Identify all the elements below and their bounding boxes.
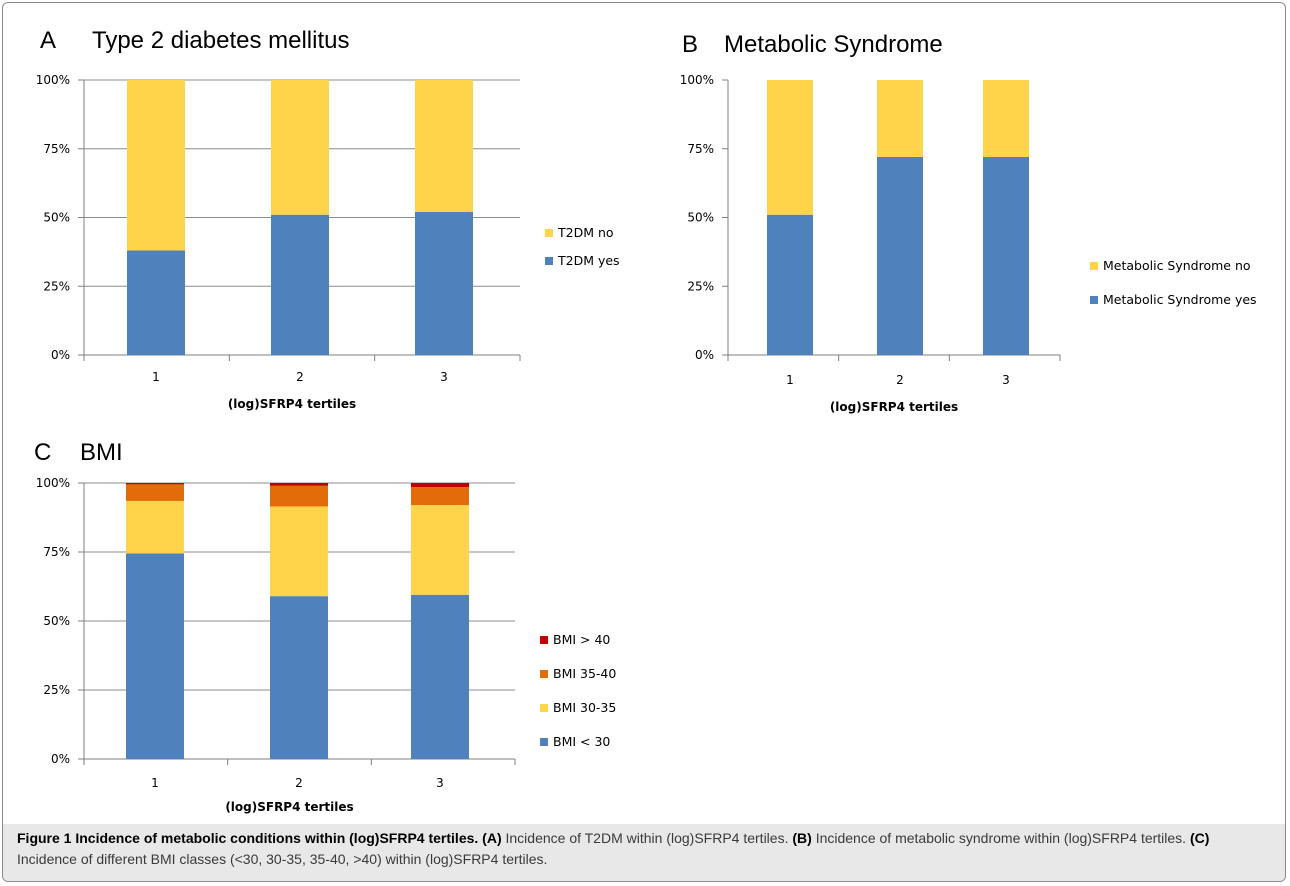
bar-c-0-series-1	[126, 500, 184, 554]
bar-c-2-series-0	[411, 594, 469, 759]
legend-swatch-c-2	[540, 670, 548, 678]
y-tick-label-b-0: 0%	[695, 348, 714, 362]
bar-c-0-series-3	[126, 483, 184, 485]
bar-b-0-series-1	[767, 80, 813, 215]
figure-caption: Figure 1 Incidence of metabolic conditio…	[17, 828, 1272, 870]
y-tick-label-a-0: 0%	[51, 348, 70, 362]
legend-swatch-b-1	[1090, 262, 1098, 270]
panel-b-letter: B	[682, 31, 698, 58]
legend-label-b-1: Metabolic Syndrome no	[1103, 258, 1251, 273]
x-tick-label-c-0: 1	[151, 776, 159, 790]
y-tick-label-c-1: 25%	[43, 683, 70, 697]
bar-c-2-series-3	[411, 483, 469, 488]
caption-c-tag: (C)	[1189, 830, 1210, 846]
x-axis-title-c: (log)SFRP4 tertiles	[225, 800, 353, 814]
panel-c-letter: C	[34, 439, 51, 466]
y-tick-label-a-1: 25%	[43, 279, 70, 293]
chart-c: 0% 25% 50% 75% 100% 1 2 3 (log)SFRP4 tertiles BMI…	[36, 476, 617, 814]
bar-c-0-series-2	[126, 484, 184, 501]
bar-a-1-series-0	[271, 214, 329, 355]
x-tick-label-a-0: 1	[152, 370, 160, 384]
legend-label-b-0: Metabolic Syndrome yes	[1103, 292, 1257, 307]
y-tick-label-a-3: 75%	[43, 142, 70, 156]
y-tick-label-b-1: 25%	[687, 279, 714, 293]
panel-c-title: BMI	[80, 439, 123, 466]
panel-a-letter: A	[40, 27, 56, 54]
panel-a-title: Type 2 diabetes mellitus	[92, 27, 349, 54]
chart-a: 0% 25% 50% 75% 100% 1 2 3 (log)SFRP4 tertiles T2D…	[36, 73, 620, 411]
legend-label-c-1: BMI 30-35	[553, 700, 616, 715]
bar-a-2-series-0	[415, 212, 473, 355]
y-tick-label-c-2: 50%	[43, 614, 70, 628]
caption-a-text: Incidence of T2DM within (log)SFRP4 tert…	[505, 830, 789, 846]
x-tick-label-b-0: 1	[786, 373, 794, 387]
legend-swatch-c-0	[540, 738, 548, 746]
y-tick-label-c-3: 75%	[43, 545, 70, 559]
legend-swatch-a-1	[545, 229, 553, 237]
x-tick-label-b-1: 2	[896, 373, 904, 387]
panel-b-title: Metabolic Syndrome	[724, 31, 943, 58]
x-tick-label-b-2: 3	[1002, 373, 1010, 387]
legend-label-a-0: T2DM yes	[557, 253, 620, 268]
legend-label-c-2: BMI 35-40	[553, 666, 616, 681]
bar-b-1-series-0	[877, 157, 923, 355]
legend-label-c-3: BMI > 40	[553, 632, 610, 647]
bar-c-2-series-2	[411, 487, 469, 506]
bar-c-0-series-0	[126, 553, 184, 759]
legend-swatch-c-3	[540, 636, 548, 644]
legend-label-a-1: T2DM no	[557, 225, 614, 240]
x-axis-title-a: (log)SFRP4 tertiles	[228, 397, 356, 411]
bar-c-1-series-0	[270, 596, 328, 759]
caption-band	[3, 824, 1285, 881]
bar-a-0-series-1	[127, 80, 185, 251]
y-tick-label-c-0: 0%	[51, 752, 70, 766]
caption-label: Figure 1 Incidence of metabolic conditio…	[17, 830, 479, 846]
y-tick-label-b-4: 100%	[680, 73, 714, 87]
bar-c-1-series-2	[270, 485, 328, 507]
bar-c-1-series-3	[270, 483, 328, 486]
bar-b-1-series-1	[877, 80, 923, 157]
x-tick-label-c-1: 2	[295, 776, 303, 790]
bar-a-0-series-0	[127, 250, 185, 355]
bar-c-1-series-1	[270, 506, 328, 597]
y-tick-label-b-2: 50%	[687, 211, 714, 225]
panel-b: B Metabolic Syndrome 0% 25% 50% 75% 100% 1 2 3 (…	[680, 31, 1257, 414]
legend-label-c-0: BMI < 30	[553, 734, 610, 749]
bar-b-2-series-0	[983, 157, 1029, 355]
legend-swatch-c-1	[540, 704, 548, 712]
y-tick-label-a-4: 100%	[36, 73, 70, 87]
caption-c-text: Incidence of different BMI classes (<30,…	[17, 851, 548, 867]
legend-swatch-a-0	[545, 257, 553, 265]
x-tick-label-a-1: 2	[296, 370, 304, 384]
x-tick-label-c-2: 3	[436, 776, 444, 790]
bar-a-1-series-1	[271, 80, 329, 215]
y-tick-label-c-4: 100%	[36, 476, 70, 490]
x-tick-label-a-2: 3	[440, 370, 448, 384]
legend-swatch-b-0	[1090, 296, 1098, 304]
chart-b: 0% 25% 50% 75% 100% 1 2 3 (log)SFRP4 tertiles Met…	[680, 73, 1257, 414]
caption-a-tag: (A)	[482, 830, 502, 846]
caption-b-tag: (B)	[792, 830, 812, 846]
bar-c-2-series-1	[411, 505, 469, 595]
y-tick-label-a-2: 50%	[43, 211, 70, 225]
panel-c: C BMI 0% 25% 50% 75% 100% 1 2 3 (log)SFRP4 terti…	[34, 439, 616, 814]
bar-b-0-series-0	[767, 214, 813, 355]
y-tick-label-b-3: 75%	[687, 142, 714, 156]
bar-a-2-series-1	[415, 80, 473, 212]
panel-a: A Type 2 diabetes mellitus 0% 25% 50% 75% 10…	[36, 27, 620, 411]
x-axis-title-b: (log)SFRP4 tertiles	[830, 400, 958, 414]
caption-b-text: Incidence of metabolic syndrome within (…	[815, 830, 1187, 846]
bar-b-2-series-1	[983, 80, 1029, 157]
